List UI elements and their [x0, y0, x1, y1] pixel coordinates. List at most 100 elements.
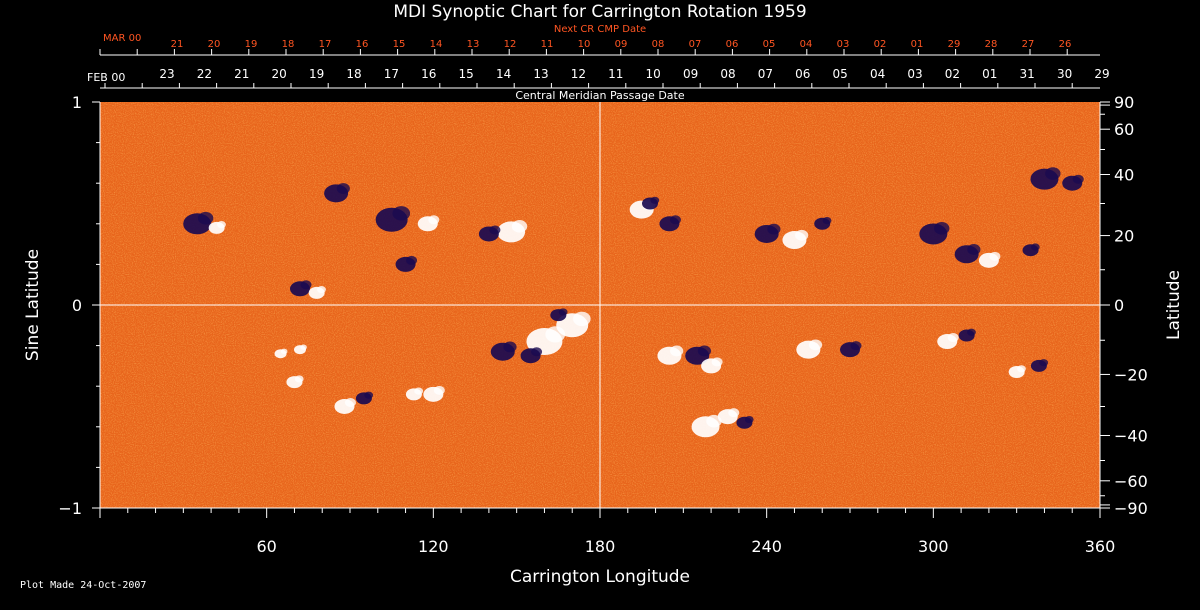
x-tick-label: 300: [918, 537, 949, 556]
positive-flux-region: [294, 375, 304, 383]
cmp-date-label: 14: [496, 67, 511, 81]
positive-flux-region: [317, 286, 326, 294]
y-right-tick-label: 0: [1114, 296, 1124, 315]
next-cmp-date-label: 11: [541, 39, 554, 50]
cmp-date-label: 08: [720, 67, 735, 81]
negative-flux-region: [850, 341, 862, 351]
y-axis-left: 1 0 −1: [58, 93, 100, 518]
x-tick-label: 120: [418, 537, 449, 556]
negative-flux-region: [1039, 359, 1049, 367]
cmp-date-label: 16: [421, 67, 436, 81]
y-left-tick-label: −1: [58, 499, 82, 518]
chart-title: MDI Synoptic Chart for Carrington Rotati…: [393, 2, 806, 22]
next-cmp-date-label: 06: [726, 39, 739, 50]
cmp-date-label: 15: [459, 67, 474, 81]
next-cmp-date-label: 01: [911, 39, 924, 50]
x-axis-label: Carrington Longitude: [510, 567, 690, 587]
next-cmp-date-label: 28: [985, 39, 998, 50]
cmp-axis: FEB 00 Central Meridian Passage Date 23 2…: [87, 67, 1110, 102]
next-cmp-date-label: 03: [837, 39, 850, 50]
x-axis: 60 120 180 240 300 360: [99, 508, 1116, 556]
x-tick-label: 360: [1085, 537, 1116, 556]
negative-flux-region: [1072, 174, 1084, 184]
next-cmp-start-label: MAR 00: [103, 33, 141, 44]
y-left-tick-label: 0: [72, 296, 82, 315]
cmp-date-label: 06: [795, 67, 810, 81]
cmp-date-label: 22: [197, 67, 212, 81]
positive-flux-region: [706, 414, 722, 428]
next-cmp-date-label: 09: [615, 39, 628, 50]
cmp-date-label: 19: [309, 67, 324, 81]
positive-flux-region: [428, 215, 440, 225]
next-cmp-date-label: 07: [689, 39, 702, 50]
x-tick-label: 240: [751, 537, 782, 556]
negative-flux-region: [336, 183, 350, 194]
cmp-date-label: 04: [870, 67, 885, 81]
cmp-date-label: 29: [1094, 67, 1109, 81]
positive-flux-region: [728, 408, 740, 418]
cmp-date-label: 31: [1020, 67, 1035, 81]
positive-flux-region: [808, 339, 823, 351]
negative-flux-region: [406, 255, 418, 265]
next-cmp-date-label: 12: [504, 39, 517, 50]
cmp-start-label: FEB 00: [87, 71, 125, 84]
next-cmp-date-label: 10: [578, 39, 591, 50]
next-cmp-date-label: 13: [467, 39, 480, 50]
negative-flux-region: [392, 206, 411, 221]
y-left-tick-label: 1: [72, 93, 82, 112]
next-cmp-date-label: 05: [763, 39, 776, 50]
positive-flux-region: [217, 221, 226, 229]
negative-flux-region: [967, 328, 976, 336]
next-cmp-date-label: 18: [282, 39, 295, 50]
cmp-date-label: 17: [384, 67, 399, 81]
next-cmp-date-label: 16: [356, 39, 369, 50]
negative-flux-region: [1030, 243, 1040, 251]
next-cmp-date-label: 14: [430, 39, 443, 50]
negative-flux-region: [822, 217, 832, 225]
next-cmp-title: Next CR CMP Date: [554, 24, 646, 35]
positive-flux-region: [300, 344, 307, 350]
x-tick-label: 60: [256, 537, 276, 556]
y-right-tick-label: 40: [1114, 166, 1134, 185]
next-cmp-date-label: 17: [319, 39, 332, 50]
next-cmp-date-label: 04: [800, 39, 813, 50]
negative-flux-region: [669, 215, 681, 225]
y-axis-right: 90 60 40 20 0 −20 −40 −60 −90: [1100, 93, 1148, 518]
negative-flux-region: [934, 222, 950, 235]
cmp-date-label: 09: [683, 67, 698, 81]
negative-flux-region: [767, 223, 781, 235]
y-right-tick-label: 20: [1114, 227, 1134, 246]
y-right-tick-label: 60: [1114, 120, 1134, 139]
positive-flux-region: [795, 229, 809, 241]
next-cmp-date-label: 19: [245, 39, 258, 50]
cmp-date-label: 13: [533, 67, 548, 81]
next-cmp-date-label: 08: [652, 39, 665, 50]
next-cmp-date-label: 27: [1022, 39, 1035, 50]
positive-flux-region: [711, 357, 723, 367]
negative-flux-region: [503, 341, 517, 353]
cmp-date-label: 30: [1057, 67, 1072, 81]
negative-flux-region: [697, 345, 712, 357]
positive-flux-region: [670, 345, 684, 357]
y-right-tick-label: −90: [1114, 499, 1148, 518]
negative-flux-region: [967, 244, 981, 255]
positive-flux-region: [433, 385, 445, 395]
negative-flux-region: [300, 280, 312, 290]
cmp-date-label: 02: [945, 67, 960, 81]
y-right-tick-label: −40: [1114, 426, 1148, 445]
positive-flux-region: [1017, 365, 1026, 373]
negative-flux-region: [364, 391, 374, 399]
negative-flux-region: [531, 347, 543, 357]
positive-flux-region: [511, 220, 528, 233]
next-cmp-date-label: 29: [948, 39, 961, 50]
cmp-date-label: 01: [982, 67, 997, 81]
cmp-date-label: 12: [571, 67, 586, 81]
negative-flux-region: [1045, 167, 1061, 180]
positive-flux-region: [573, 311, 591, 327]
positive-flux-region: [344, 398, 356, 407]
y-right-tick-label: 90: [1114, 93, 1134, 112]
negative-flux-region: [650, 196, 660, 204]
y-axis-right-label: Latitude: [1164, 270, 1184, 340]
cmp-date-label: 10: [646, 67, 661, 81]
